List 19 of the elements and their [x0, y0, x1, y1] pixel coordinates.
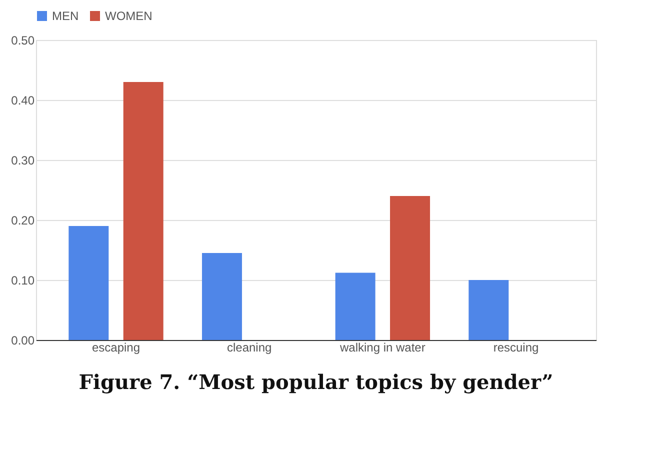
x-tick-label: escaping — [92, 340, 140, 354]
legend-label: WOMEN — [105, 9, 152, 23]
x-tick-label: cleaning — [226, 340, 272, 354]
bar — [202, 253, 242, 340]
bar — [468, 280, 509, 340]
bar — [335, 272, 376, 340]
bar — [68, 226, 109, 340]
y-tick-label: 0.00 — [11, 334, 35, 348]
y-tick-label: 0.50 — [11, 34, 35, 48]
y-tick-label: 0.10 — [11, 274, 35, 288]
bar — [390, 196, 430, 340]
legend-label: MEN — [52, 9, 79, 23]
x-tick-label: rescuing — [493, 340, 539, 354]
y-tick-label: 0.40 — [11, 94, 35, 108]
y-tick-label: 0.30 — [11, 154, 35, 168]
bar — [123, 82, 164, 340]
y-tick-label: 0.20 — [11, 214, 35, 228]
text: Figure 7. “Most popular topics by gender” — [78, 370, 554, 394]
x-tick-label: walking in water — [338, 340, 426, 354]
